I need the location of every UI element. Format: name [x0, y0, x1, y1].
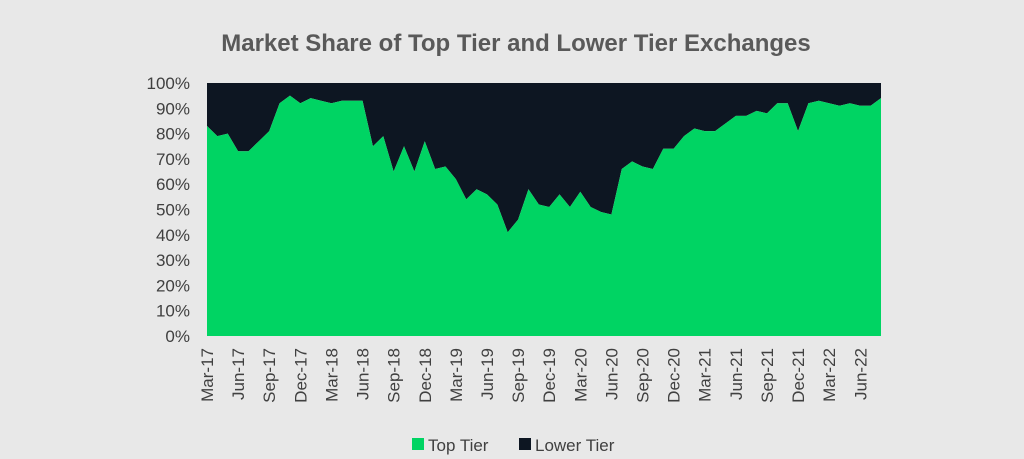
x-tick-label: Jun-17: [229, 348, 248, 400]
chart-title: Market Share of Top Tier and Lower Tier …: [221, 30, 811, 57]
y-tick-label: 40%: [156, 226, 190, 245]
y-tick-label: 10%: [156, 302, 190, 321]
legend-swatch-top-tier: [412, 438, 424, 450]
x-tick-label: Dec-20: [665, 348, 684, 403]
legend-label-top-tier: Top Tier: [428, 436, 489, 455]
legend: Top Tier Lower Tier: [412, 436, 615, 455]
legend-swatch-lower-tier: [519, 438, 531, 450]
y-tick-label: 90%: [156, 99, 190, 118]
x-tick-label: Jun-22: [851, 348, 870, 400]
x-tick-label: Dec-19: [540, 348, 559, 403]
y-tick-label: 50%: [156, 201, 190, 220]
x-tick-label: Dec-17: [291, 348, 310, 403]
y-tick-label: 80%: [156, 125, 190, 144]
x-axis: Mar-17 Jun-17 Sep-17 Dec-17 Mar-18 Jun-18 Sep-…: [198, 348, 870, 403]
x-tick-label: Jun-21: [727, 348, 746, 400]
x-tick-label: Mar-17: [198, 348, 217, 402]
x-tick-label: Sep-17: [260, 348, 279, 403]
x-tick-label: Mar-21: [696, 348, 715, 402]
x-tick-label: Mar-22: [820, 348, 839, 402]
x-tick-label: Mar-18: [322, 348, 341, 402]
area-top-tier: [207, 95, 881, 337]
y-tick-label: 30%: [156, 251, 190, 270]
y-axis: 0% 10% 20% 30% 40% 50% 60% 70% 80% 90% 100%: [147, 74, 190, 346]
x-tick-label: Sep-19: [509, 348, 528, 403]
x-tick-label: Mar-20: [571, 348, 590, 402]
x-tick-label: Sep-20: [634, 348, 653, 403]
legend-item-lower-tier[interactable]: Lower Tier: [519, 436, 615, 455]
x-tick-label: Dec-18: [416, 348, 435, 403]
y-tick-label: 20%: [156, 276, 190, 295]
legend-label-lower-tier: Lower Tier: [535, 436, 615, 455]
legend-item-top-tier[interactable]: Top Tier: [412, 436, 489, 455]
x-tick-label: Jun-18: [354, 348, 373, 400]
x-tick-label: Dec-21: [789, 348, 808, 403]
y-tick-label: 100%: [147, 74, 190, 93]
x-tick-label: Sep-21: [758, 348, 777, 403]
x-tick-label: Jun-19: [478, 348, 497, 400]
y-tick-label: 70%: [156, 150, 190, 169]
y-tick-label: 0%: [165, 327, 190, 346]
y-tick-label: 60%: [156, 175, 190, 194]
plot-area: [207, 83, 881, 337]
area-lower-tier: [207, 83, 881, 233]
x-tick-label: Jun-20: [602, 348, 621, 400]
x-tick-label: Mar-19: [447, 348, 466, 402]
x-tick-label: Sep-18: [385, 348, 404, 403]
